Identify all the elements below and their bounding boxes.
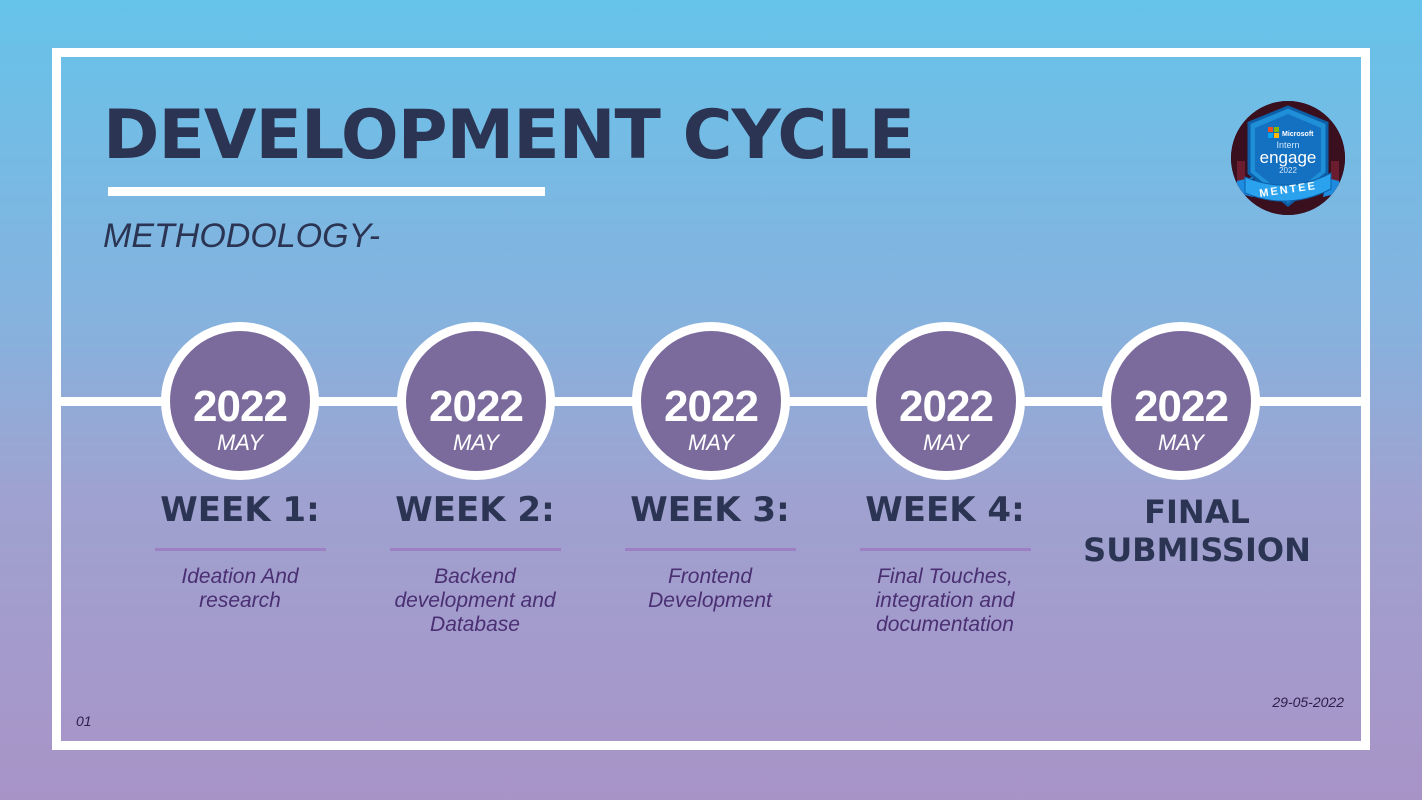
week-3-divider [625, 548, 796, 551]
milestone-month: MAY [452, 430, 500, 455]
milestone-year: 2022 [193, 382, 288, 431]
week-2-label: WEEK 2: [395, 490, 555, 530]
milestone-circle-week-1: 2022 MAY [161, 322, 319, 480]
desc-line: Backend [434, 565, 516, 588]
microsoft-engage-mentee-badge-logo: Microsoft Intern engage 2022 MENTEE [1231, 101, 1345, 215]
week-3-description: Frontend Development [590, 565, 830, 613]
desc-line: Final Touches, [877, 565, 1013, 588]
milestone-year: 2022 [899, 382, 994, 431]
week-2-description: Backend development and Database [355, 565, 595, 637]
badge-year-text: 2022 [1279, 166, 1297, 175]
week-4-description: Final Touches, integration and documenta… [825, 565, 1065, 637]
desc-line: integration and [875, 589, 1015, 612]
week-1-description: Ideation And research [120, 565, 360, 613]
milestone-circle-final: 2022 MAY [1102, 322, 1260, 480]
milestone-month: MAY [1157, 430, 1205, 455]
week-1-label: WEEK 1: [160, 490, 320, 530]
subtitle: METHODOLOGY- [103, 217, 381, 255]
desc-line: research [199, 589, 281, 612]
milestone-circle-week-3: 2022 MAY [632, 322, 790, 480]
week-4-label: WEEK 4: [865, 490, 1025, 530]
desc-line: documentation [876, 613, 1014, 636]
week-4-divider [860, 548, 1031, 551]
desc-line: Development [648, 589, 772, 612]
page-title: DEVELOPMENT CYCLE [103, 96, 915, 175]
desc-line: Ideation And [181, 565, 299, 588]
milestone-circle-week-4: 2022 MAY [867, 322, 1025, 480]
milestone-month: MAY [687, 430, 735, 455]
milestone-circle-week-2: 2022 MAY [397, 322, 555, 480]
final-label-line: FINAL [1144, 493, 1250, 531]
milestone-year: 2022 [1134, 382, 1229, 431]
slide-frame [52, 48, 1370, 750]
week-1-divider [155, 548, 326, 551]
milestone-year: 2022 [429, 382, 524, 431]
badge-brand-text: Microsoft [1282, 131, 1314, 138]
title-underline [108, 187, 545, 196]
page-number: 01 [76, 713, 92, 729]
milestone-year: 2022 [664, 382, 759, 431]
milestone-month: MAY [922, 430, 970, 455]
milestone-month: MAY [216, 430, 264, 455]
slide-date: 29-05-2022 [1272, 694, 1344, 710]
desc-line: development and [394, 589, 556, 612]
week-3-label: WEEK 3: [630, 490, 790, 530]
desc-line: Database [430, 613, 520, 636]
badge-line1-text: Intern [1276, 140, 1299, 150]
desc-line: Frontend [667, 565, 753, 588]
badge-line2-text: engage [1260, 148, 1317, 167]
final-submission-label: FINAL SUBMISSION [1077, 493, 1317, 569]
week-2-divider [390, 548, 561, 551]
final-label-line: SUBMISSION [1083, 531, 1311, 569]
